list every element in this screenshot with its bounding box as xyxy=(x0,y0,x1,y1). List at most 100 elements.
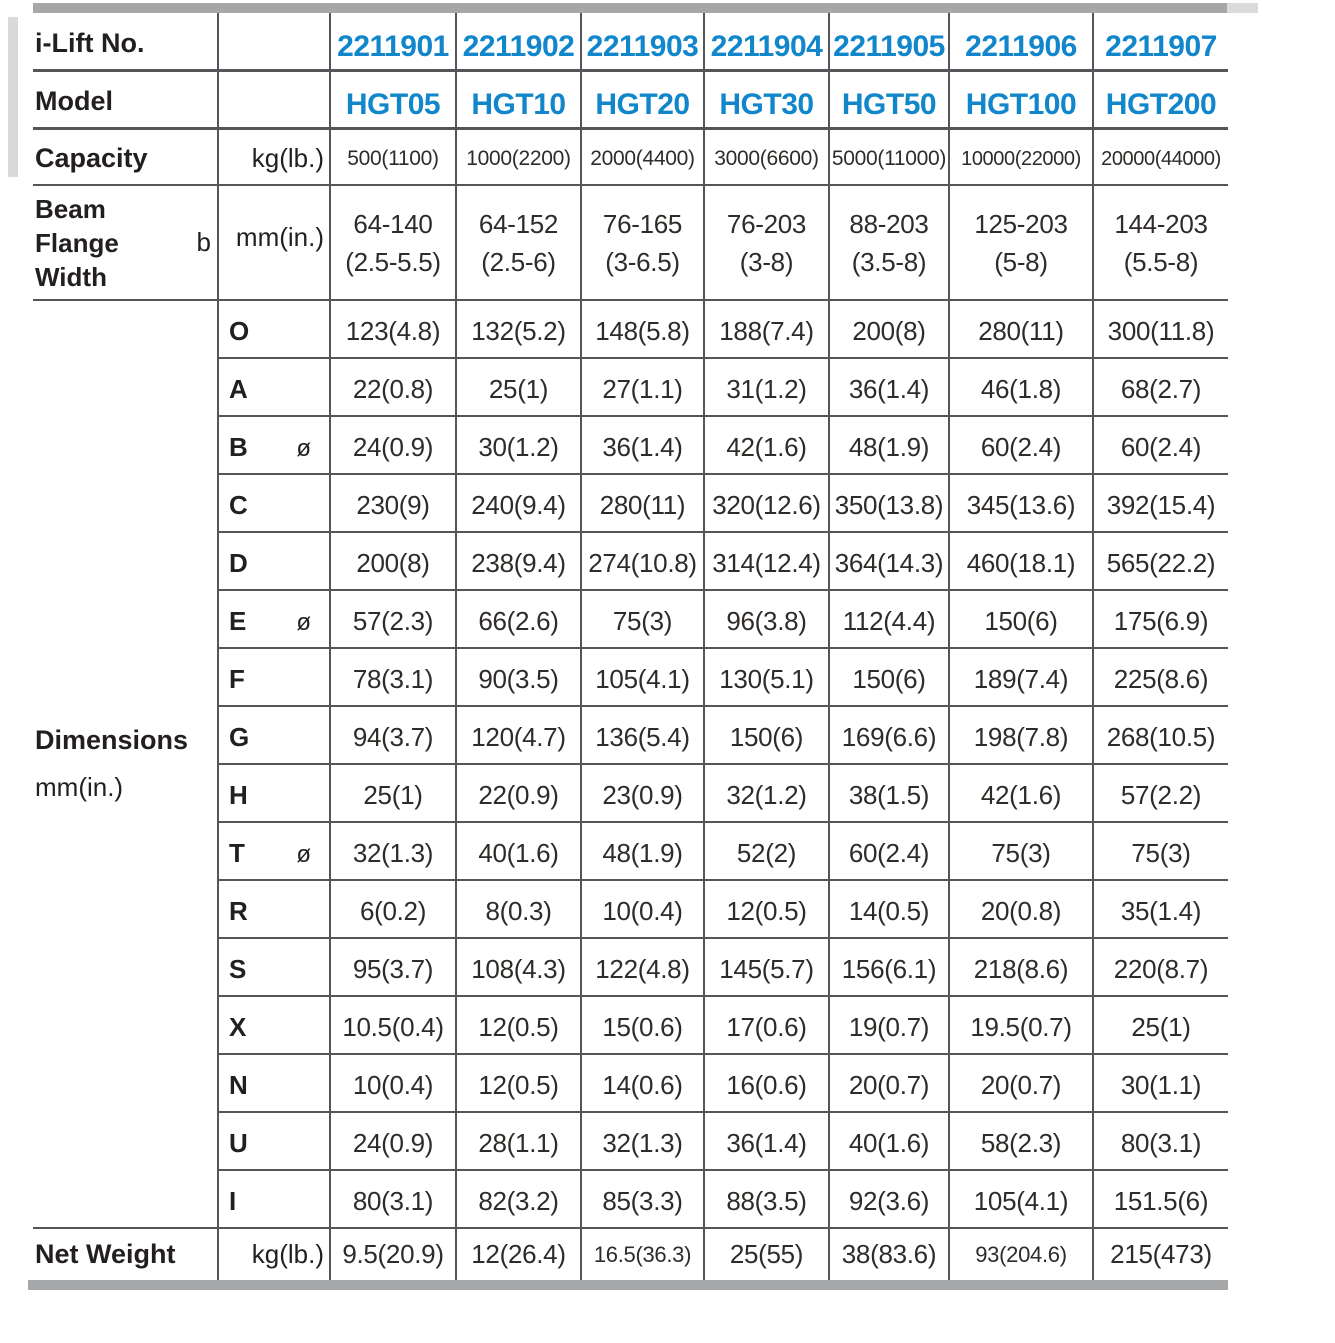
top-border-bar xyxy=(33,3,1227,13)
value-cell: 75(3) xyxy=(948,822,1093,881)
value-cell: 2000(4400) xyxy=(580,128,704,186)
dimension-letter: A xyxy=(229,374,248,404)
value-cell: 10(0.4) xyxy=(580,880,704,939)
value-cell: 20(0.7) xyxy=(948,1054,1093,1113)
value-cell: 22(0.9) xyxy=(455,764,581,823)
value-cell: HGT100 xyxy=(948,70,1093,130)
row-label: i-Lift No. xyxy=(33,13,218,72)
dimension-letter-cell: F xyxy=(217,648,330,707)
value-cell: 9.5(20.9) xyxy=(329,1228,456,1280)
top-border-bar-end xyxy=(1227,3,1258,13)
value-cell: 150(6) xyxy=(703,706,829,765)
value-cell: 392(15.4) xyxy=(1092,474,1228,533)
dimension-letter-group: D xyxy=(220,548,329,588)
value-cell: 12(0.5) xyxy=(703,880,829,939)
value-cell: 10.5(0.4) xyxy=(329,996,456,1055)
dimension-letter-group: O xyxy=(220,316,329,356)
value-cell: 122(4.8) xyxy=(580,938,704,997)
dimension-letter: N xyxy=(229,1070,248,1100)
spec-row-net-weight: Net Weight kg(lb.) 9.5(20.9) 12(26.4) 16.5(3… xyxy=(33,1228,1228,1280)
value-cell: 240(9.4) xyxy=(455,474,581,533)
value-cell: 23(0.9) xyxy=(580,764,704,823)
value-cell: HGT20 xyxy=(580,70,704,130)
spec-row-dimension-O: Dimensions mm(in.) O 123(4.8) 132(5.2) 148(5.… xyxy=(33,300,1228,1229)
value-cell: 35(1.4) xyxy=(1092,880,1228,939)
dimension-letter: F xyxy=(229,664,245,694)
value-cell: 345(13.6) xyxy=(948,474,1093,533)
spec-row-dimension-G: G 94(3.7) 120(4.7) 136(5.4) 150(6) 169(6.6) 19… xyxy=(33,706,1228,765)
value-line: 64-152 xyxy=(478,208,559,239)
dimension-letter-group: S xyxy=(220,954,329,994)
dimension-letter-group: N xyxy=(220,1070,329,1110)
spec-row-beam-flange-width: Beam Flange Width b mm(in.) 64-140 (2.5-5.5) 64… xyxy=(33,185,1228,301)
value-cell: 85(3.3) xyxy=(580,1170,704,1229)
value-cell: 17(0.6) xyxy=(703,996,829,1055)
value-line: 76-165 xyxy=(602,208,683,239)
value-cell: 112(4.4) xyxy=(828,590,949,649)
value-cell: 225(8.6) xyxy=(1092,648,1228,707)
value-cell: 48(1.9) xyxy=(828,416,949,475)
value-cell: 144-203 (5.5-8) xyxy=(1092,185,1228,301)
value-cell: 123(4.8) xyxy=(329,300,456,359)
value-cell: 108(4.3) xyxy=(455,938,581,997)
dimension-letter-group: U xyxy=(220,1128,329,1168)
dimension-letter-cell: S xyxy=(217,938,330,997)
value-cell: 130(5.1) xyxy=(703,648,829,707)
value-line: (3-6.5) xyxy=(605,246,680,277)
spec-table: i-Lift No. 2211901 2211902 2211903 2211904 22… xyxy=(33,13,1228,1280)
value-cell: 20000(44000) xyxy=(1092,128,1228,186)
value-cell: 6(0.2) xyxy=(329,880,456,939)
value-cell: 215(473) xyxy=(1092,1228,1228,1280)
value-cell: 82(3.2) xyxy=(455,1170,581,1229)
value-cell: 68(2.7) xyxy=(1092,358,1228,417)
value-cell: 42(1.6) xyxy=(703,416,829,475)
value-cell: 145(5.7) xyxy=(703,938,829,997)
dimension-letter-group: C xyxy=(220,490,329,530)
spec-row-capacity: Capacity kg(lb.) 500(1100) 1000(2200) 2000(4… xyxy=(33,128,1228,186)
value-cell: HGT10 xyxy=(455,70,581,130)
value-cell: 280(11) xyxy=(580,474,704,533)
dimension-letter-group: A xyxy=(220,374,329,414)
value-line: 76-203 xyxy=(726,208,807,239)
value-cell: 220(8.7) xyxy=(1092,938,1228,997)
value-cell: 32(1.3) xyxy=(580,1112,704,1171)
value-line: (5.5-8) xyxy=(1123,246,1199,277)
value-cell: 8(0.3) xyxy=(455,880,581,939)
value-line: (3-8) xyxy=(739,246,794,277)
value-cell: 52(2) xyxy=(703,822,829,881)
value-cell: 198(7.8) xyxy=(948,706,1093,765)
value-cell: 88-203 (3.5-8) xyxy=(828,185,949,301)
dimension-letter-cell: C xyxy=(217,474,330,533)
dimension-letter-group: X xyxy=(220,1012,329,1052)
value-cell: 2211905 xyxy=(828,13,949,72)
value-cell: 218(8.6) xyxy=(948,938,1093,997)
dimension-letter-group: G xyxy=(220,722,329,762)
spec-row-ilift-no: i-Lift No. 2211901 2211902 2211903 2211904 22… xyxy=(33,13,1228,72)
dimension-letter: B xyxy=(229,432,248,462)
value-cell: 31(1.2) xyxy=(703,358,829,417)
value-cell: 30(1.1) xyxy=(1092,1054,1228,1113)
value-cell: 175(6.9) xyxy=(1092,590,1228,649)
dimension-letter-cell: D xyxy=(217,532,330,591)
beam-label-group: Beam Flange Width b xyxy=(33,192,217,294)
dimension-letter: S xyxy=(229,954,247,984)
value-cell: 5000(11000) xyxy=(828,128,949,186)
value-cell: 88(3.5) xyxy=(703,1170,829,1229)
dimension-letter-cell: X xyxy=(217,996,330,1055)
value-cell: 96(3.8) xyxy=(703,590,829,649)
dimension-letter: R xyxy=(229,896,248,926)
value-cell: 230(9) xyxy=(329,474,456,533)
value-line: 64-140 xyxy=(353,208,433,239)
value-cell: 16.5(36.3) xyxy=(580,1228,704,1280)
value-cell: 36(1.4) xyxy=(828,358,949,417)
value-cell: 80(3.1) xyxy=(329,1170,456,1229)
value-cell: HGT200 xyxy=(1092,70,1228,130)
value-cell: 12(0.5) xyxy=(455,1054,581,1113)
value-cell: 64-140 (2.5-5.5) xyxy=(329,185,456,301)
value-cell: 105(4.1) xyxy=(948,1170,1093,1229)
value-line: 144-203 xyxy=(1114,208,1208,239)
row-label: Beam Flange Width b xyxy=(33,185,218,301)
value-cell: 57(2.3) xyxy=(329,590,456,649)
